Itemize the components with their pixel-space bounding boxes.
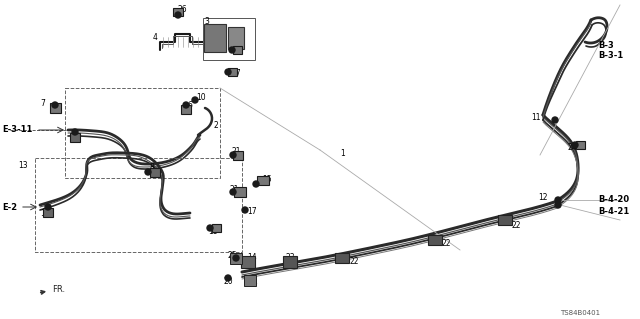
Bar <box>575 141 584 149</box>
Circle shape <box>552 117 558 123</box>
Text: E-3-11: E-3-11 <box>2 125 33 135</box>
Bar <box>203 18 255 60</box>
Circle shape <box>572 142 578 148</box>
Text: 18: 18 <box>208 227 218 236</box>
Text: 24: 24 <box>567 144 577 152</box>
Circle shape <box>192 97 198 103</box>
Circle shape <box>555 202 561 208</box>
Bar <box>241 256 255 268</box>
Bar <box>211 224 221 232</box>
Bar <box>65 88 220 178</box>
Circle shape <box>233 255 239 261</box>
Bar <box>498 215 512 225</box>
Text: 13: 13 <box>19 160 28 169</box>
Circle shape <box>225 69 231 75</box>
Text: TS84B0401: TS84B0401 <box>560 310 600 316</box>
Text: 20: 20 <box>224 278 234 286</box>
Text: 17: 17 <box>231 70 241 78</box>
Bar <box>335 253 349 263</box>
Circle shape <box>225 275 231 281</box>
Text: B-3: B-3 <box>598 41 614 49</box>
Text: FR.: FR. <box>41 285 65 294</box>
Bar <box>35 158 242 252</box>
Bar <box>181 105 191 114</box>
Text: 17: 17 <box>247 207 257 217</box>
Bar <box>428 235 442 245</box>
Circle shape <box>45 204 51 210</box>
Text: 2: 2 <box>213 121 218 130</box>
Bar <box>49 103 61 113</box>
Text: 22: 22 <box>442 240 451 249</box>
Text: 6: 6 <box>188 101 193 110</box>
Circle shape <box>145 169 151 175</box>
Text: 10: 10 <box>196 93 205 101</box>
Bar <box>233 151 243 160</box>
Text: 22: 22 <box>349 257 358 266</box>
Bar <box>43 207 53 217</box>
Text: B-3-1: B-3-1 <box>598 50 623 60</box>
Bar <box>204 24 226 52</box>
Text: 1: 1 <box>340 149 345 158</box>
Bar <box>227 68 237 76</box>
Circle shape <box>230 152 236 158</box>
Circle shape <box>175 12 181 18</box>
Circle shape <box>72 129 78 135</box>
Text: 8: 8 <box>150 164 155 173</box>
Text: B-4-21: B-4-21 <box>598 207 629 217</box>
Circle shape <box>229 47 235 53</box>
Text: 16: 16 <box>248 278 258 287</box>
Circle shape <box>242 207 248 213</box>
Text: 25: 25 <box>227 250 237 259</box>
Text: 4: 4 <box>153 33 158 42</box>
Text: 14: 14 <box>247 254 257 263</box>
Bar <box>230 253 242 263</box>
Bar <box>232 46 241 54</box>
Circle shape <box>207 225 213 231</box>
Bar <box>283 256 297 268</box>
Text: E-2: E-2 <box>2 203 17 211</box>
Text: 22: 22 <box>512 220 522 229</box>
Bar <box>228 27 244 49</box>
Text: B-4-20: B-4-20 <box>598 196 629 204</box>
Bar <box>257 175 269 184</box>
Bar <box>234 187 246 197</box>
Bar <box>150 167 160 176</box>
Circle shape <box>183 102 189 108</box>
Text: 9: 9 <box>73 133 78 143</box>
Bar <box>70 132 80 142</box>
Text: 26: 26 <box>177 5 187 14</box>
Text: 11: 11 <box>531 113 541 122</box>
Bar <box>173 8 183 16</box>
Text: 21: 21 <box>230 186 239 195</box>
Text: 5: 5 <box>235 48 240 56</box>
Text: 19: 19 <box>40 209 50 218</box>
Text: 21: 21 <box>232 146 241 155</box>
Circle shape <box>52 102 58 108</box>
Circle shape <box>253 181 259 187</box>
Text: 7: 7 <box>40 99 45 108</box>
Circle shape <box>555 197 561 203</box>
Text: 3: 3 <box>204 18 209 26</box>
Text: 23: 23 <box>285 254 294 263</box>
Text: 15: 15 <box>262 175 271 184</box>
Circle shape <box>230 189 236 195</box>
Bar <box>244 275 256 286</box>
Text: 12: 12 <box>538 192 548 202</box>
